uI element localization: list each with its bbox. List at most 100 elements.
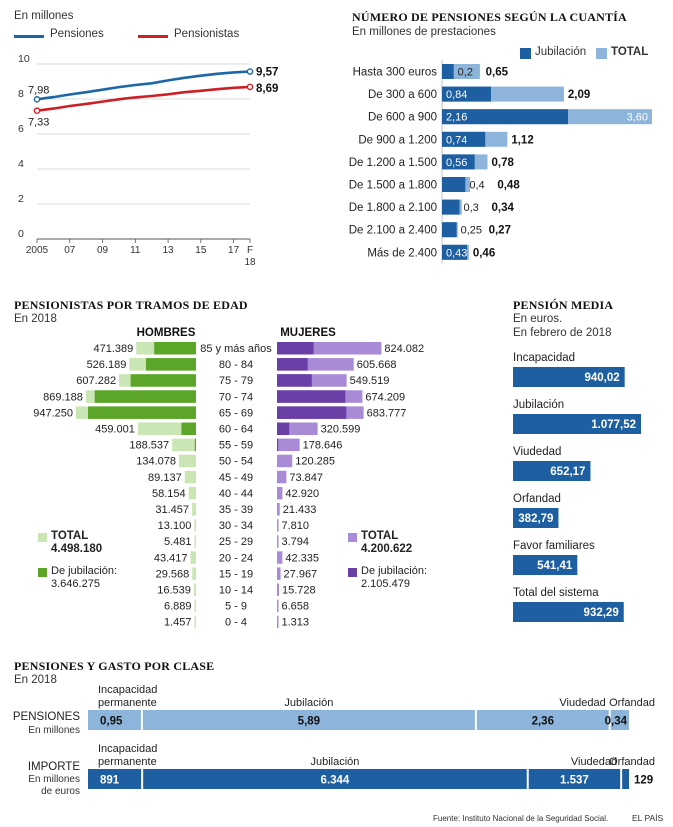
line-chart-unit: En millones	[14, 10, 74, 22]
value-label-hombres: 869.188	[43, 391, 83, 403]
value-label-jubilacion: 0,4	[469, 180, 484, 192]
value-label-media: 1.077,52	[591, 419, 636, 431]
pensiones-bar	[475, 710, 610, 730]
value-label-hombres: 31.457	[155, 504, 189, 516]
series-line-pensiones	[36, 70, 251, 101]
value-label-hombres: 526.189	[87, 359, 127, 371]
bar-jubilacion	[442, 222, 457, 238]
age-range-label: 60 - 64	[219, 424, 253, 436]
legend-mujeres-jub-value: 2.105.479	[361, 578, 410, 590]
age-range-label: 20 - 24	[219, 552, 253, 564]
value-label-media: 940,02	[584, 372, 619, 384]
x-tick-label: 15	[195, 245, 207, 256]
legend-pensionistas-label: Pensionistas	[174, 28, 240, 40]
bar-hombres-total	[192, 567, 196, 580]
value-label-hombres: 134.078	[136, 456, 176, 468]
importe-row-unit: de euros	[41, 786, 80, 797]
legend-mujeres-total-label: TOTAL	[361, 530, 399, 542]
series-endpoint	[33, 96, 41, 103]
pensiones-row-unit: En millones	[28, 725, 80, 736]
media-label: Jubilación	[513, 399, 564, 411]
bar-hombres-jubilacion	[181, 422, 196, 435]
bar-mujeres-total	[277, 438, 300, 452]
bar-hombres-total	[192, 503, 196, 516]
value-label-media: 541,41	[537, 560, 573, 572]
legend-hombres: TOTAL 4.498.180 De jubilación: 3.646.275	[38, 530, 148, 592]
age-range-label: 75 - 79	[219, 375, 253, 387]
legend-total-label: TOTAL	[611, 46, 649, 58]
y-tick-label: 8	[18, 88, 24, 100]
importe-value-label: 1.537	[560, 775, 589, 787]
value-label-hombres: 1.457	[164, 617, 192, 629]
series-endpoint	[246, 83, 254, 91]
media-label: Incapacidad	[513, 352, 575, 364]
bar-hombres-jubilacion	[154, 342, 196, 355]
importe-bar	[527, 769, 622, 789]
value-label-mujeres: 42.335	[285, 552, 319, 564]
media-label: Orfandad	[513, 493, 561, 505]
edad-title: PENSIONISTAS POR TRAMOS DE EDAD	[14, 298, 248, 312]
legend-pensionistas-swatch	[138, 35, 168, 38]
bar-media	[513, 602, 624, 622]
bar-mujeres-jubilacion	[277, 438, 279, 452]
category-label: De 300 a 600	[368, 89, 437, 101]
value-label-hombres: 6.889	[164, 601, 192, 613]
x-tick-label: 11	[130, 245, 141, 256]
end-label-pensiones: 9,57	[256, 67, 278, 79]
end-label-pensionistas: 8,69	[256, 83, 278, 95]
value-label-media: 382,79	[518, 513, 553, 525]
value-label-mujeres: 1.313	[282, 617, 310, 629]
value-label-jubilacion: 0,74	[446, 134, 467, 146]
value-label-total: 0,27	[489, 225, 511, 237]
x-tick-label: 18	[244, 257, 256, 268]
bar-jubilacion	[442, 177, 466, 192]
start-label-pensiones: 7,98	[28, 84, 49, 96]
bar-hombres-jubilacion	[194, 438, 196, 452]
importe-value-label: 891	[100, 775, 120, 787]
value-label-jubilacion: 0,84	[446, 89, 467, 101]
category-label: permanente	[98, 697, 157, 709]
age-range-label: 65 - 69	[219, 407, 253, 419]
pensiones-value-label: 0,95	[100, 716, 123, 728]
value-label-total: 0,34	[492, 202, 515, 214]
bar-hombres-jubilacion	[94, 390, 196, 403]
bar-mujeres-total	[277, 567, 281, 580]
legend-pensiones-label: Pensiones	[50, 28, 104, 40]
hombres-label: HOMBRES	[137, 327, 196, 339]
age-range-label: 35 - 39	[219, 504, 253, 516]
value-label-mujeres: 824.082	[384, 343, 424, 355]
value-label-total: 1,12	[511, 134, 533, 146]
bar-media	[513, 461, 591, 481]
value-label-hombres: 16.539	[157, 585, 191, 597]
legend-mujeres-total-value: 4.200.622	[361, 543, 413, 555]
value-label-hombres: 459.001	[95, 424, 135, 436]
age-range-label: 70 - 74	[219, 391, 253, 403]
value-label-hombres: 471.389	[94, 343, 134, 355]
value-label-mujeres: 605.668	[357, 359, 397, 371]
bar-mujeres-total	[277, 470, 287, 484]
value-label-media: 652,17	[550, 466, 585, 478]
age-range-label: 55 - 59	[219, 440, 253, 452]
category-label: Hasta 300 euros	[353, 67, 438, 79]
legend-hombres-total-label: TOTAL	[51, 530, 89, 542]
clase-subtitle: En 2018	[14, 674, 57, 686]
value-label-mujeres: 178.646	[303, 440, 343, 452]
age-range-label: 10 - 14	[219, 585, 253, 597]
bar-hombres-total	[194, 535, 196, 548]
legend-jubilacion-swatch	[520, 48, 531, 59]
y-tick-label: 10	[18, 53, 30, 65]
legend-mujeres-jub-swatch	[348, 568, 357, 577]
legend-total-swatch	[596, 48, 607, 59]
bar-hombres-total	[194, 615, 196, 629]
age-range-label: 80 - 84	[219, 359, 253, 371]
pensiones-row-label: PENSIONES	[13, 711, 80, 723]
legend-mujeres-jub-label: De jubilación:	[361, 565, 428, 577]
importe-row-unit: En millones	[28, 774, 80, 785]
bar-media	[513, 508, 559, 528]
media-subtitle-2: En febrero de 2018	[513, 327, 612, 339]
pensiones-value-label: 5,89	[298, 716, 320, 728]
importe-value-label: 6.344	[321, 775, 350, 787]
category-label: De 900 a 1.200	[358, 134, 437, 146]
pensiones-bar	[88, 710, 142, 730]
